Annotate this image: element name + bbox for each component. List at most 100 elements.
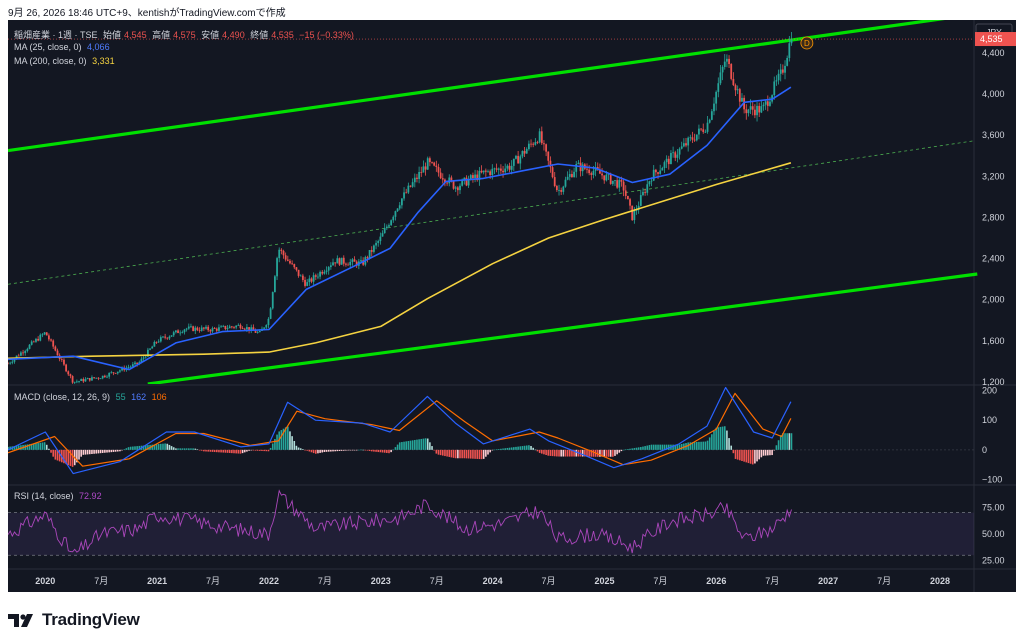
candle-body xyxy=(435,165,438,168)
candle-body xyxy=(301,275,304,280)
candle-body xyxy=(773,81,776,96)
candle-body xyxy=(777,73,780,81)
candle-body xyxy=(172,332,175,336)
macd-hist-bar xyxy=(545,449,547,456)
macd-hist-bar xyxy=(426,438,429,450)
candle-body xyxy=(121,367,123,371)
candle-body xyxy=(736,89,739,91)
macd-hist-bar xyxy=(308,449,311,452)
candle-body xyxy=(510,165,513,170)
macd-hist-bar xyxy=(78,449,80,460)
candle-body xyxy=(340,257,343,265)
candle-body xyxy=(551,167,554,178)
macd-hist-bar xyxy=(220,449,222,453)
macd-hist-bar xyxy=(549,449,552,456)
price-tick-label: 2,400 xyxy=(982,254,1005,264)
macd-hist-bar xyxy=(782,433,784,450)
candle-body xyxy=(37,338,40,341)
macd-hist-bar xyxy=(231,449,233,454)
macd-hist-bar xyxy=(409,440,412,450)
candle-body xyxy=(390,220,393,226)
macd-hist-bar xyxy=(188,448,190,450)
macd-hist-bar xyxy=(35,443,37,450)
candle-body xyxy=(140,358,143,363)
candle-body xyxy=(69,374,72,377)
macd-hist-bar xyxy=(28,444,31,450)
macd-hist-bar xyxy=(416,439,418,450)
macd-hist-bar xyxy=(450,449,453,458)
candle-body xyxy=(119,370,121,372)
macd-hist-bar xyxy=(76,449,78,463)
macd-tick-label: 200 xyxy=(982,385,997,395)
candle-body xyxy=(721,66,724,73)
macd-hist-bar xyxy=(667,444,670,450)
candle-body xyxy=(738,89,741,102)
dividend-marker-label: D xyxy=(804,39,810,48)
candle-body xyxy=(183,329,186,333)
candle-body xyxy=(127,367,130,368)
candle-body xyxy=(310,278,313,282)
macd-hist-bar xyxy=(528,445,530,450)
chart-svg[interactable]: D 4,400 4,000 3,600 3,200 2,800 2,400 2,000 1,60… xyxy=(7,20,1016,592)
candle-body xyxy=(174,330,177,333)
candle-body xyxy=(545,144,548,152)
macd-hist-bar xyxy=(144,445,147,450)
macd-hist-bar xyxy=(17,445,20,450)
candle-body xyxy=(304,279,306,286)
change-value: −15 (−0.33%) xyxy=(299,30,354,40)
candle-body xyxy=(142,357,145,359)
macd-hist-bar xyxy=(185,448,188,450)
macd-hist-bar xyxy=(433,449,435,451)
time-tick-label: 2022 xyxy=(259,576,279,586)
candle-body xyxy=(631,205,634,221)
macd-hist-bar xyxy=(510,447,513,450)
macd-hist-bar xyxy=(383,449,386,453)
candle-body xyxy=(523,151,526,154)
candle-body xyxy=(730,64,733,79)
candle-body xyxy=(144,356,147,358)
macd-hist-bar xyxy=(218,449,220,453)
candle-body xyxy=(648,181,651,185)
candle-body xyxy=(403,192,405,199)
candle-body xyxy=(297,269,300,276)
macd-hist-bar xyxy=(732,449,735,454)
macd-hist-bar xyxy=(584,449,586,457)
macd-hist-bar xyxy=(224,449,227,453)
last-price-tag-label: 4,535 xyxy=(980,34,1003,44)
macd-hist-bar xyxy=(228,449,231,453)
macd-hist-bar xyxy=(472,449,474,459)
macd-hist-bar xyxy=(711,434,713,450)
macd-hist-bar xyxy=(513,447,515,450)
macd-hist-bar xyxy=(203,449,205,452)
rsi-band-fill xyxy=(8,512,974,556)
candle-body xyxy=(446,182,448,184)
candle-body xyxy=(347,264,349,266)
candle-body xyxy=(258,330,261,333)
candle-body xyxy=(700,128,702,130)
candle-body xyxy=(110,372,113,374)
macd-label: MACD (close, 12, 26, 9) xyxy=(14,392,111,402)
candle-body xyxy=(153,341,156,347)
time-tick-label: 7月 xyxy=(206,576,220,586)
candle-body xyxy=(86,378,89,380)
macd-hist-bar xyxy=(192,448,194,450)
macd-hist-bar xyxy=(63,449,65,464)
candle-body xyxy=(155,341,158,343)
time-tick-label: 2027 xyxy=(818,576,838,586)
macd-hist-bar xyxy=(691,442,694,450)
macd-hist-bar xyxy=(728,438,730,450)
candle-body xyxy=(670,153,672,165)
macd-hist-bar xyxy=(239,449,242,454)
brand-logo[interactable]: TradingView xyxy=(8,608,140,632)
candle-body xyxy=(474,174,476,179)
candle-body xyxy=(235,325,238,328)
candle-body xyxy=(420,172,423,173)
candle-body xyxy=(360,260,362,262)
macd-hist-bar xyxy=(114,449,117,452)
macd-hist-bar xyxy=(194,448,197,450)
macd-hist-bar xyxy=(515,446,517,450)
macd-hist-bar xyxy=(788,433,791,450)
candle-body xyxy=(67,371,70,375)
candle-body xyxy=(618,179,621,188)
macd-hist-bar xyxy=(392,449,395,451)
